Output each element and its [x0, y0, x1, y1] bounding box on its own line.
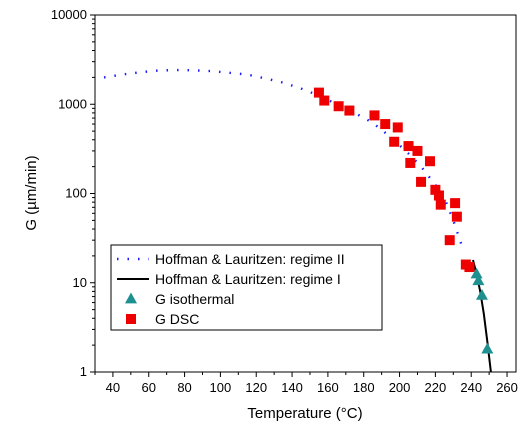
dsc-data-point [412, 145, 423, 156]
x-tick-label: 200 [389, 380, 411, 395]
dsc-data-point [433, 190, 444, 201]
isothermal-data-point [475, 289, 488, 300]
dsc-data-point [435, 199, 446, 210]
series-group [313, 87, 475, 273]
dsc-data-point [369, 110, 380, 121]
dsc-data-point [405, 157, 416, 168]
y-tick-label: 100 [65, 186, 87, 201]
dsc-data-point [444, 235, 455, 246]
dsc-data-point [389, 136, 400, 147]
legend-label: Hoffman & Lauritzen: regime II [155, 251, 345, 267]
dsc-data-point [313, 87, 324, 98]
x-tick-label: 40 [106, 380, 120, 395]
dsc-data-point [416, 176, 427, 187]
dsc-data-point [333, 101, 344, 112]
dsc-data-point [430, 184, 441, 195]
dsc-data-point [319, 95, 330, 106]
x-tick-label: 180 [353, 380, 375, 395]
x-tick-label: 240 [460, 380, 482, 395]
y-axis-ticks: 1 10 100 1000 10000 [51, 7, 95, 379]
dsc-data-point [344, 105, 355, 116]
series-layer [103, 68, 494, 373]
isothermal-data-point [481, 342, 494, 354]
isothermal-data-point [470, 267, 483, 279]
legend-label: G DSC [155, 311, 199, 327]
legend-frame [110, 244, 383, 331]
legend: Hoffman & Lauritzen: regime II Hoffman & … [110, 244, 383, 331]
series-group [470, 267, 494, 354]
dsc-data-point [380, 119, 391, 130]
dsc-data-point [451, 211, 462, 222]
x-tick-label: 100 [210, 380, 232, 395]
x-axis-ticks: 40 60 80 100 120 140 160 180 200 220 240 260 [94, 372, 518, 395]
dsc-data-point [425, 156, 436, 167]
legend-isothermal-swatch [125, 292, 137, 304]
legend-dsc-swatch [126, 314, 136, 324]
x-tick-label: 140 [281, 380, 303, 395]
isothermal-data-point [472, 274, 485, 286]
y-axis-label: G (µm/min) [23, 155, 40, 230]
dsc-data-point [403, 141, 414, 152]
x-tick-label: 260 [496, 380, 518, 395]
x-tick-label: 220 [425, 380, 447, 395]
x-tick-label: 80 [177, 380, 191, 395]
x-tick-label: 120 [245, 380, 267, 395]
dsc-data-point [464, 262, 475, 273]
y-tick-label: 10 [73, 275, 87, 290]
legend-label: G isothermal [155, 291, 234, 307]
y-tick-label: 1000 [58, 96, 87, 111]
y-tick-label: 10000 [51, 7, 87, 22]
x-tick-label: 60 [142, 380, 156, 395]
x-tick-label: 160 [317, 380, 339, 395]
dsc-data-point [392, 122, 403, 133]
dsc-data-point [450, 198, 461, 209]
x-axis-label: Temperature (°C) [247, 405, 362, 422]
legend-label: Hoffman & Lauritzen: regime I [155, 271, 341, 287]
y-tick-label: 1 [80, 364, 87, 379]
legend-items: Hoffman & Lauritzen: regime II Hoffman & … [117, 251, 345, 327]
